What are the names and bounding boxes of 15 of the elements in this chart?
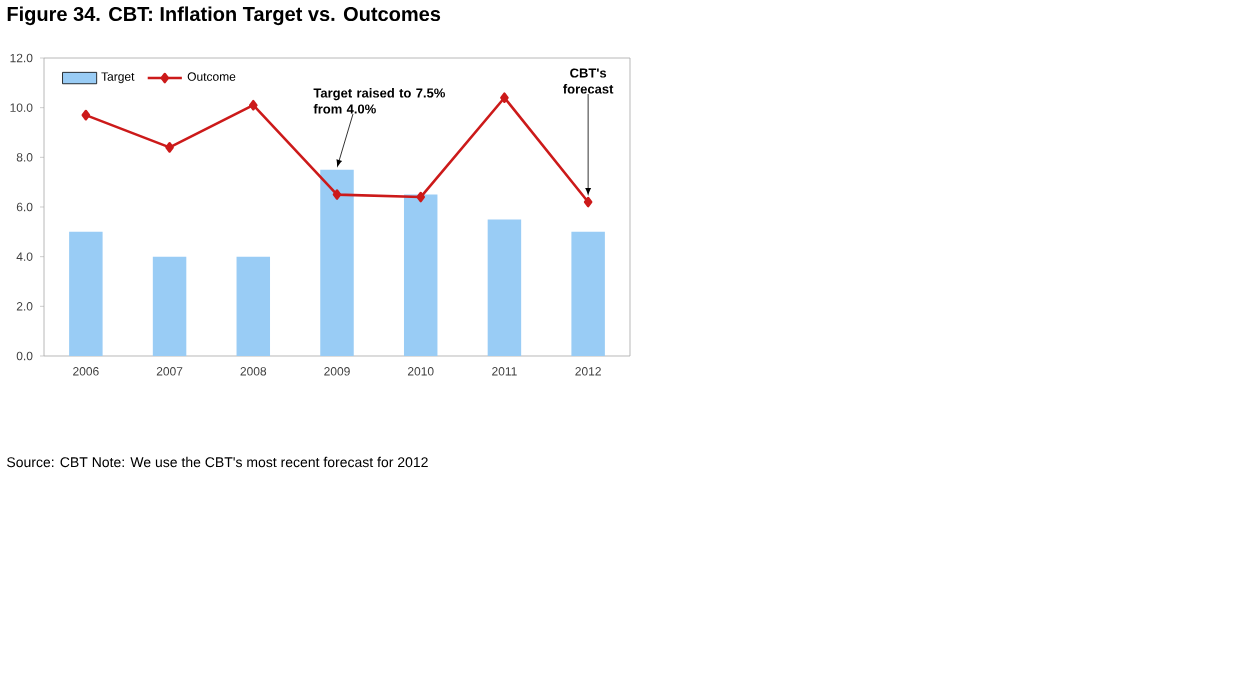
bar (487, 219, 522, 356)
bar (320, 169, 354, 356)
point (332, 189, 342, 200)
point (583, 196, 593, 208)
bar (236, 256, 271, 356)
bar (571, 231, 605, 356)
point (81, 109, 91, 121)
point (500, 92, 509, 104)
point (165, 142, 174, 153)
point (416, 191, 426, 203)
bar (152, 256, 187, 356)
bar (69, 231, 103, 356)
point (248, 99, 258, 111)
chart-title: Figure 34. CBT: Inflation Target vs. Outcomes (7, 6, 441, 26)
bar (403, 194, 438, 356)
